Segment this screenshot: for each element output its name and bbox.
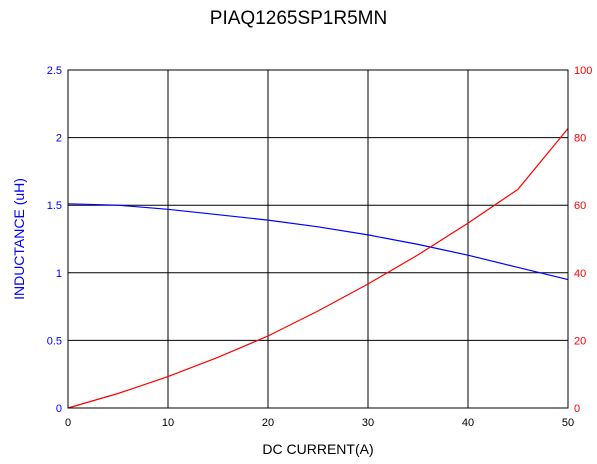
x-tick-label: 10 xyxy=(162,417,174,429)
y2-tick-label: 0 xyxy=(574,403,580,415)
y-tick-label: 0 xyxy=(56,403,62,415)
x-axis-label: DC CURRENT(A) xyxy=(262,441,373,457)
y2-tick-label: 40 xyxy=(574,268,586,280)
x-tick-label: 0 xyxy=(65,417,71,429)
x-tick-label: 50 xyxy=(562,417,574,429)
x-tick-label: 40 xyxy=(462,417,474,429)
series-layer xyxy=(67,128,569,409)
y-tick-label: 1.5 xyxy=(47,200,62,212)
y2-tick-label: 20 xyxy=(574,335,586,347)
y2-tick-label: 100 xyxy=(574,65,592,77)
x-tick-label: 20 xyxy=(262,417,274,429)
y-tick-label: 2 xyxy=(56,133,62,145)
series-line-left xyxy=(67,203,569,281)
series-line-right xyxy=(67,128,569,409)
y-tick-label: 1 xyxy=(56,268,62,280)
y-tick-label: 0.5 xyxy=(47,335,62,347)
y-tick-label: 2.5 xyxy=(47,65,62,77)
y-axis-label: INDUCTANCE (uH) xyxy=(11,178,27,300)
chart-title: PIAQ1265SP1R5MN xyxy=(209,8,388,29)
grid xyxy=(67,69,569,409)
y2-tick-label: 60 xyxy=(574,200,586,212)
x-tick-label: 30 xyxy=(362,417,374,429)
plot-frame xyxy=(67,69,569,409)
y2-tick-label: 80 xyxy=(574,133,586,145)
